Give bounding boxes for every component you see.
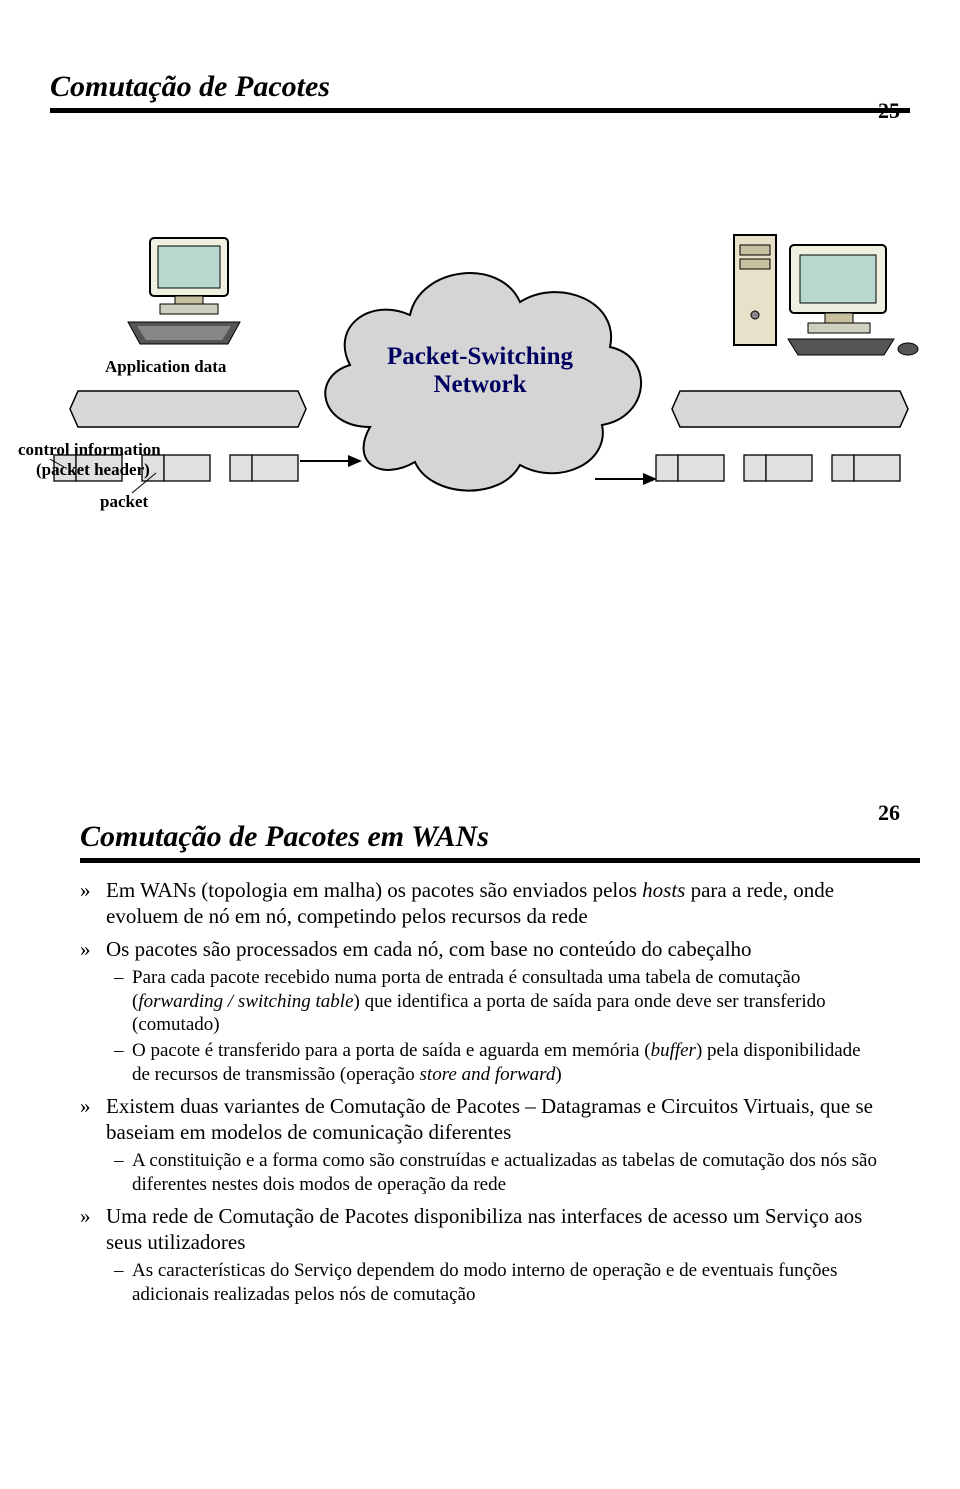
page-number: 26 <box>878 800 900 826</box>
cloud-label: Packet-Switching Network <box>360 343 600 398</box>
bullet-text: Em WANs (topologia em malha) os pacotes … <box>106 877 880 930</box>
left-computer-icon <box>120 232 250 352</box>
bullet-marker-2: – <box>114 1259 132 1307</box>
bullet-marker-1: » <box>80 936 106 962</box>
bullet-level-2: –As características do Serviço dependem … <box>114 1259 880 1307</box>
slide-25: 25 Comutação de Pacotes Packet-Switching… <box>0 70 960 790</box>
bullet-text: O pacote é transferido para a porta de s… <box>132 1039 880 1087</box>
packet-switching-diagram: Packet-Switching Network <box>0 127 960 647</box>
page-number: 25 <box>878 98 900 124</box>
bullet-text: Para cada pacote recebido numa porta de … <box>132 966 880 1037</box>
bullet-text: A constituição e a forma como são constr… <box>132 1149 880 1197</box>
bullet-marker-2: – <box>114 966 132 1037</box>
bullet-level-2: –A constituição e a forma como são const… <box>114 1149 880 1197</box>
bullet-text: Uma rede de Comutação de Pacotes disponi… <box>106 1203 880 1256</box>
bullet-level-1: »Uma rede de Comutação de Pacotes dispon… <box>80 1203 880 1256</box>
cloud-label-line1: Packet-Switching <box>387 343 573 370</box>
right-data-block <box>670 381 910 431</box>
control-info-label-2: (packet header) <box>36 460 150 480</box>
bullet-marker-1: » <box>80 1093 106 1146</box>
slide-title: Comutação de Pacotes em WANs <box>80 820 900 854</box>
bullet-level-1: »Os pacotes são processados em cada nó, … <box>80 936 880 962</box>
slide-26: 26 Comutação de Pacotes em WANs »Em WANs… <box>0 790 960 1349</box>
bullet-level-1: »Em WANs (topologia em malha) os pacotes… <box>80 877 880 930</box>
right-packets <box>652 445 932 495</box>
title-rule <box>80 858 920 863</box>
application-data-label: Application data <box>105 357 226 377</box>
bullet-level-1: »Existem duas variantes de Comutação de … <box>80 1093 880 1146</box>
bullet-marker-1: » <box>80 877 106 930</box>
slide-content: »Em WANs (topologia em malha) os pacotes… <box>80 877 880 1307</box>
bullet-text: Os pacotes são processados em cada nó, c… <box>106 936 752 962</box>
bullet-text: As características do Serviço dependem d… <box>132 1259 880 1307</box>
bullet-marker-2: – <box>114 1149 132 1197</box>
bullet-level-2: –O pacote é transferido para a porta de … <box>114 1039 880 1087</box>
left-data-block <box>68 381 308 431</box>
right-computer-icon <box>730 225 920 365</box>
arrow-in-icon <box>300 447 370 477</box>
bullet-text: Existem duas variantes de Comutação de P… <box>106 1093 880 1146</box>
arrow-out-icon <box>595 465 665 495</box>
slide-title: Comutação de Pacotes <box>50 70 960 104</box>
bullet-marker-2: – <box>114 1039 132 1087</box>
control-info-label-1: control information <box>18 440 161 460</box>
title-rule <box>50 108 910 113</box>
bullet-marker-1: » <box>80 1203 106 1256</box>
bullet-level-2: –Para cada pacote recebido numa porta de… <box>114 966 880 1037</box>
cloud-label-line2: Network <box>433 371 526 398</box>
packet-label: packet <box>100 492 148 512</box>
